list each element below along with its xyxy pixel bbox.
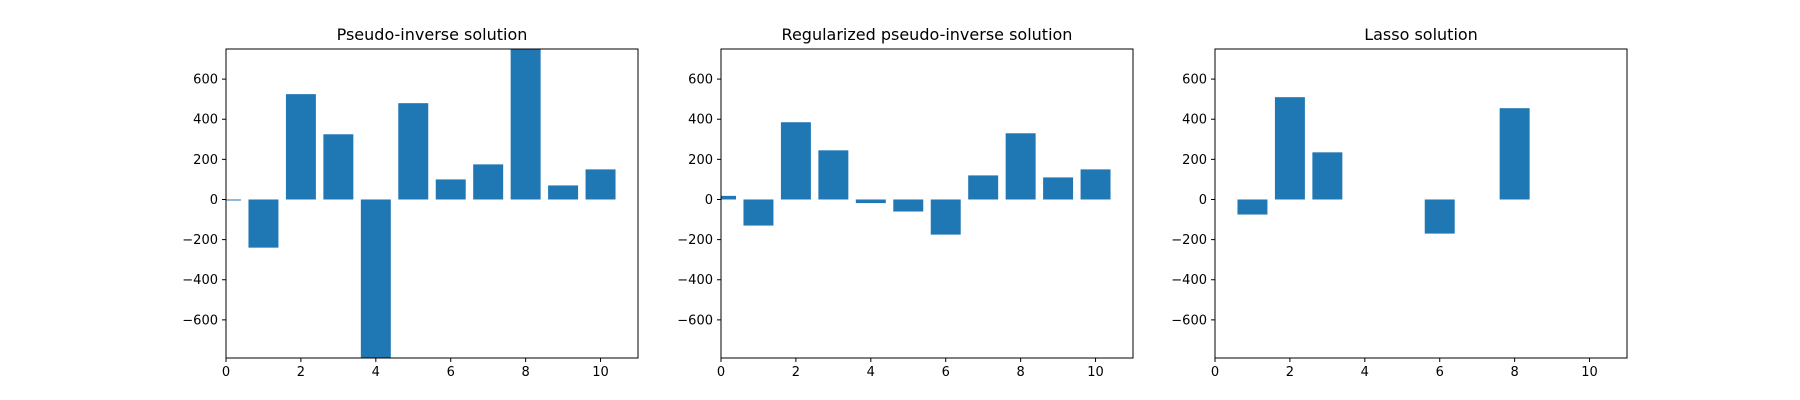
y-tick-label: 0 — [1199, 193, 1207, 208]
y-axis: −600 −400 −200 0 200 400 600 — [677, 73, 721, 328]
bar — [548, 185, 579, 200]
bar — [1005, 133, 1036, 200]
x-tick-label: 4 — [867, 365, 875, 380]
x-tick-label: 6 — [1436, 365, 1444, 380]
x-tick-label: 4 — [1361, 365, 1369, 380]
y-tick-label: −200 — [182, 233, 218, 248]
x-axis: 0 2 4 6 8 10 — [222, 358, 609, 380]
subplot-1: Pseudo-inverse solution −600−400−2000200… — [182, 25, 639, 380]
y-tick-label: −400 — [182, 273, 218, 288]
y-tick-label: 0 — [705, 193, 713, 208]
x-tick-label: 8 — [1510, 365, 1518, 380]
x-tick-label: 2 — [1286, 365, 1294, 380]
y-axis: −600 −400 −200 0 200 400 600 — [1171, 73, 1215, 328]
bar — [360, 199, 391, 358]
bar — [585, 169, 616, 200]
x-tick-label: 4 — [372, 365, 380, 380]
x-tick-label: 0 — [222, 365, 230, 380]
bar — [1424, 199, 1455, 234]
x-axis: 0 2 4 6 8 10 — [717, 358, 1104, 380]
x-tick-label: 0 — [1211, 365, 1219, 380]
y-tick-label: −200 — [677, 233, 713, 248]
x-tick-label: 6 — [942, 365, 950, 380]
axes-frame — [1214, 48, 1628, 359]
y-tick-label: 200 — [193, 153, 218, 168]
bar — [323, 134, 354, 200]
y-tick-label: −600 — [1171, 313, 1207, 328]
x-tick-label: 2 — [792, 365, 800, 380]
bar — [855, 199, 886, 204]
bar — [1274, 97, 1305, 200]
axes-frame — [720, 48, 1134, 359]
bar — [1080, 169, 1111, 200]
bar — [435, 179, 466, 200]
bar — [721, 195, 736, 200]
x-tick-label: 10 — [592, 365, 609, 380]
bars-group — [226, 49, 616, 358]
y-tick-label: 400 — [1182, 113, 1207, 128]
chart-title: Lasso solution — [1364, 25, 1478, 44]
bar — [285, 94, 316, 200]
bar — [780, 122, 811, 200]
x-tick-label: 10 — [1581, 365, 1598, 380]
y-tick-label: −400 — [677, 273, 713, 288]
y-tick-label: 600 — [193, 73, 218, 88]
subplot-2: Regularized pseudo-inverse solution −600… — [677, 25, 1134, 380]
y-tick-label: 600 — [688, 73, 713, 88]
bar — [1312, 152, 1343, 200]
axes-frame — [225, 48, 639, 359]
chart-title: Pseudo-inverse solution — [337, 25, 528, 44]
bar — [1237, 199, 1268, 215]
x-tick-label: 8 — [521, 365, 529, 380]
bar — [930, 199, 961, 235]
bar — [1043, 177, 1074, 200]
y-tick-label: 600 — [1182, 73, 1207, 88]
y-tick-label: 400 — [688, 113, 713, 128]
y-tick-label: −400 — [1171, 273, 1207, 288]
bar — [226, 199, 241, 201]
bar — [248, 199, 279, 248]
x-tick-label: 0 — [717, 365, 725, 380]
y-tick-label: −600 — [677, 313, 713, 328]
chart-title: Regularized pseudo-inverse solution — [782, 25, 1073, 44]
subplot-3: Lasso solution −600 −400 −200 0 200 400 600 0 2… — [1171, 25, 1628, 380]
y-tick-label: 200 — [688, 153, 713, 168]
bar — [893, 199, 924, 212]
bar — [473, 164, 504, 200]
bar — [743, 199, 774, 226]
y-tick-label: −600 — [182, 313, 218, 328]
y-tick-label: 200 — [1182, 153, 1207, 168]
bars-group — [1237, 97, 1530, 234]
y-tick-label: 0 — [210, 193, 218, 208]
y-tick-label: 400 — [193, 113, 218, 128]
bars-group — [721, 122, 1111, 235]
y-axis: −600 −400 −200 0 200 400 600 — [182, 73, 226, 328]
bar — [968, 175, 999, 200]
x-tick-label: 8 — [1016, 365, 1024, 380]
x-tick-label: 6 — [447, 365, 455, 380]
bar — [510, 49, 541, 200]
x-tick-label: 2 — [297, 365, 305, 380]
bar — [818, 150, 849, 200]
bar — [398, 103, 429, 200]
x-axis: 0 2 4 6 8 10 — [1211, 358, 1598, 380]
bar — [1499, 108, 1530, 200]
x-tick-label: 10 — [1087, 365, 1104, 380]
y-tick-label: −200 — [1171, 233, 1207, 248]
